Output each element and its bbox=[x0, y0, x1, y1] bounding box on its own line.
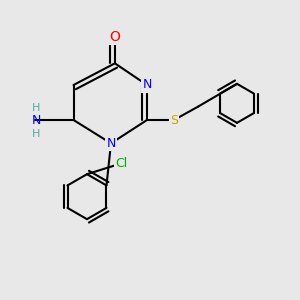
Text: O: O bbox=[110, 30, 120, 44]
Text: H: H bbox=[32, 128, 40, 139]
Text: Cl: Cl bbox=[116, 157, 128, 170]
Text: N: N bbox=[106, 137, 116, 150]
Text: S: S bbox=[170, 113, 178, 127]
Text: N: N bbox=[31, 113, 41, 127]
Text: N: N bbox=[142, 79, 152, 92]
Text: H: H bbox=[32, 103, 40, 113]
